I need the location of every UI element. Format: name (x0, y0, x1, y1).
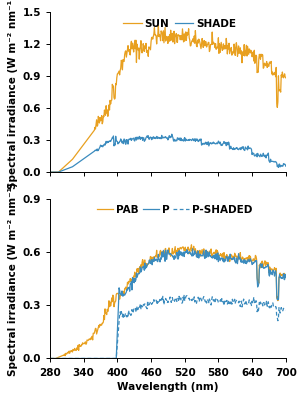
Line: P: P (50, 249, 286, 358)
SHADE (122, 141, 125, 146)
SHADE (240, 145, 244, 150)
P (237, 257, 241, 262)
PAB (284, 274, 288, 278)
P (225, 255, 229, 260)
P-SHADED (191, 296, 194, 301)
SUN (240, 60, 244, 65)
Y-axis label: Spectral irradiance (W m⁻² nm⁻¹): Spectral irradiance (W m⁻² nm⁻¹) (8, 182, 18, 376)
X-axis label: Wavelength (nm): Wavelength (nm) (117, 382, 219, 392)
P-SHADED (224, 299, 228, 304)
P (48, 356, 52, 361)
Legend: SUN, SHADE: SUN, SHADE (122, 18, 238, 30)
SHADE (224, 143, 228, 148)
SUN (224, 36, 228, 41)
P-SHADED (284, 308, 288, 313)
SHADE (225, 140, 229, 145)
SUN (48, 170, 52, 174)
P-SHADED (240, 304, 244, 309)
PAB (225, 256, 229, 260)
SUN (237, 51, 241, 56)
Line: SUN: SUN (50, 25, 286, 172)
PAB (190, 242, 193, 247)
SHADE (237, 147, 241, 152)
P (122, 292, 125, 296)
P (224, 254, 228, 259)
P (284, 275, 288, 280)
Line: P-SHADED: P-SHADED (50, 295, 286, 358)
PAB (224, 256, 228, 260)
Line: SHADE: SHADE (50, 134, 286, 172)
SUN (225, 52, 229, 56)
Line: PAB: PAB (50, 245, 286, 358)
Legend: PAB, P, P-SHADED: PAB, P, P-SHADED (96, 204, 253, 216)
PAB (122, 289, 125, 294)
P (191, 246, 194, 251)
P (240, 260, 244, 265)
Y-axis label: Spectral irradiance (W m⁻² nm⁻¹): Spectral irradiance (W m⁻² nm⁻¹) (8, 0, 18, 189)
SUN (284, 75, 288, 80)
P (190, 254, 194, 258)
PAB (48, 356, 52, 361)
PAB (191, 247, 194, 252)
SHADE (191, 136, 194, 141)
PAB (237, 256, 241, 261)
SUN (122, 59, 125, 64)
SHADE (48, 170, 52, 174)
SUN (191, 38, 194, 43)
SUN (156, 23, 160, 28)
SHADE (170, 132, 174, 136)
P-SHADED (237, 299, 241, 304)
P-SHADED (122, 316, 125, 320)
P-SHADED (225, 302, 229, 306)
P-SHADED (48, 356, 52, 361)
PAB (240, 256, 244, 261)
SHADE (284, 164, 288, 168)
P-SHADED (182, 292, 186, 297)
